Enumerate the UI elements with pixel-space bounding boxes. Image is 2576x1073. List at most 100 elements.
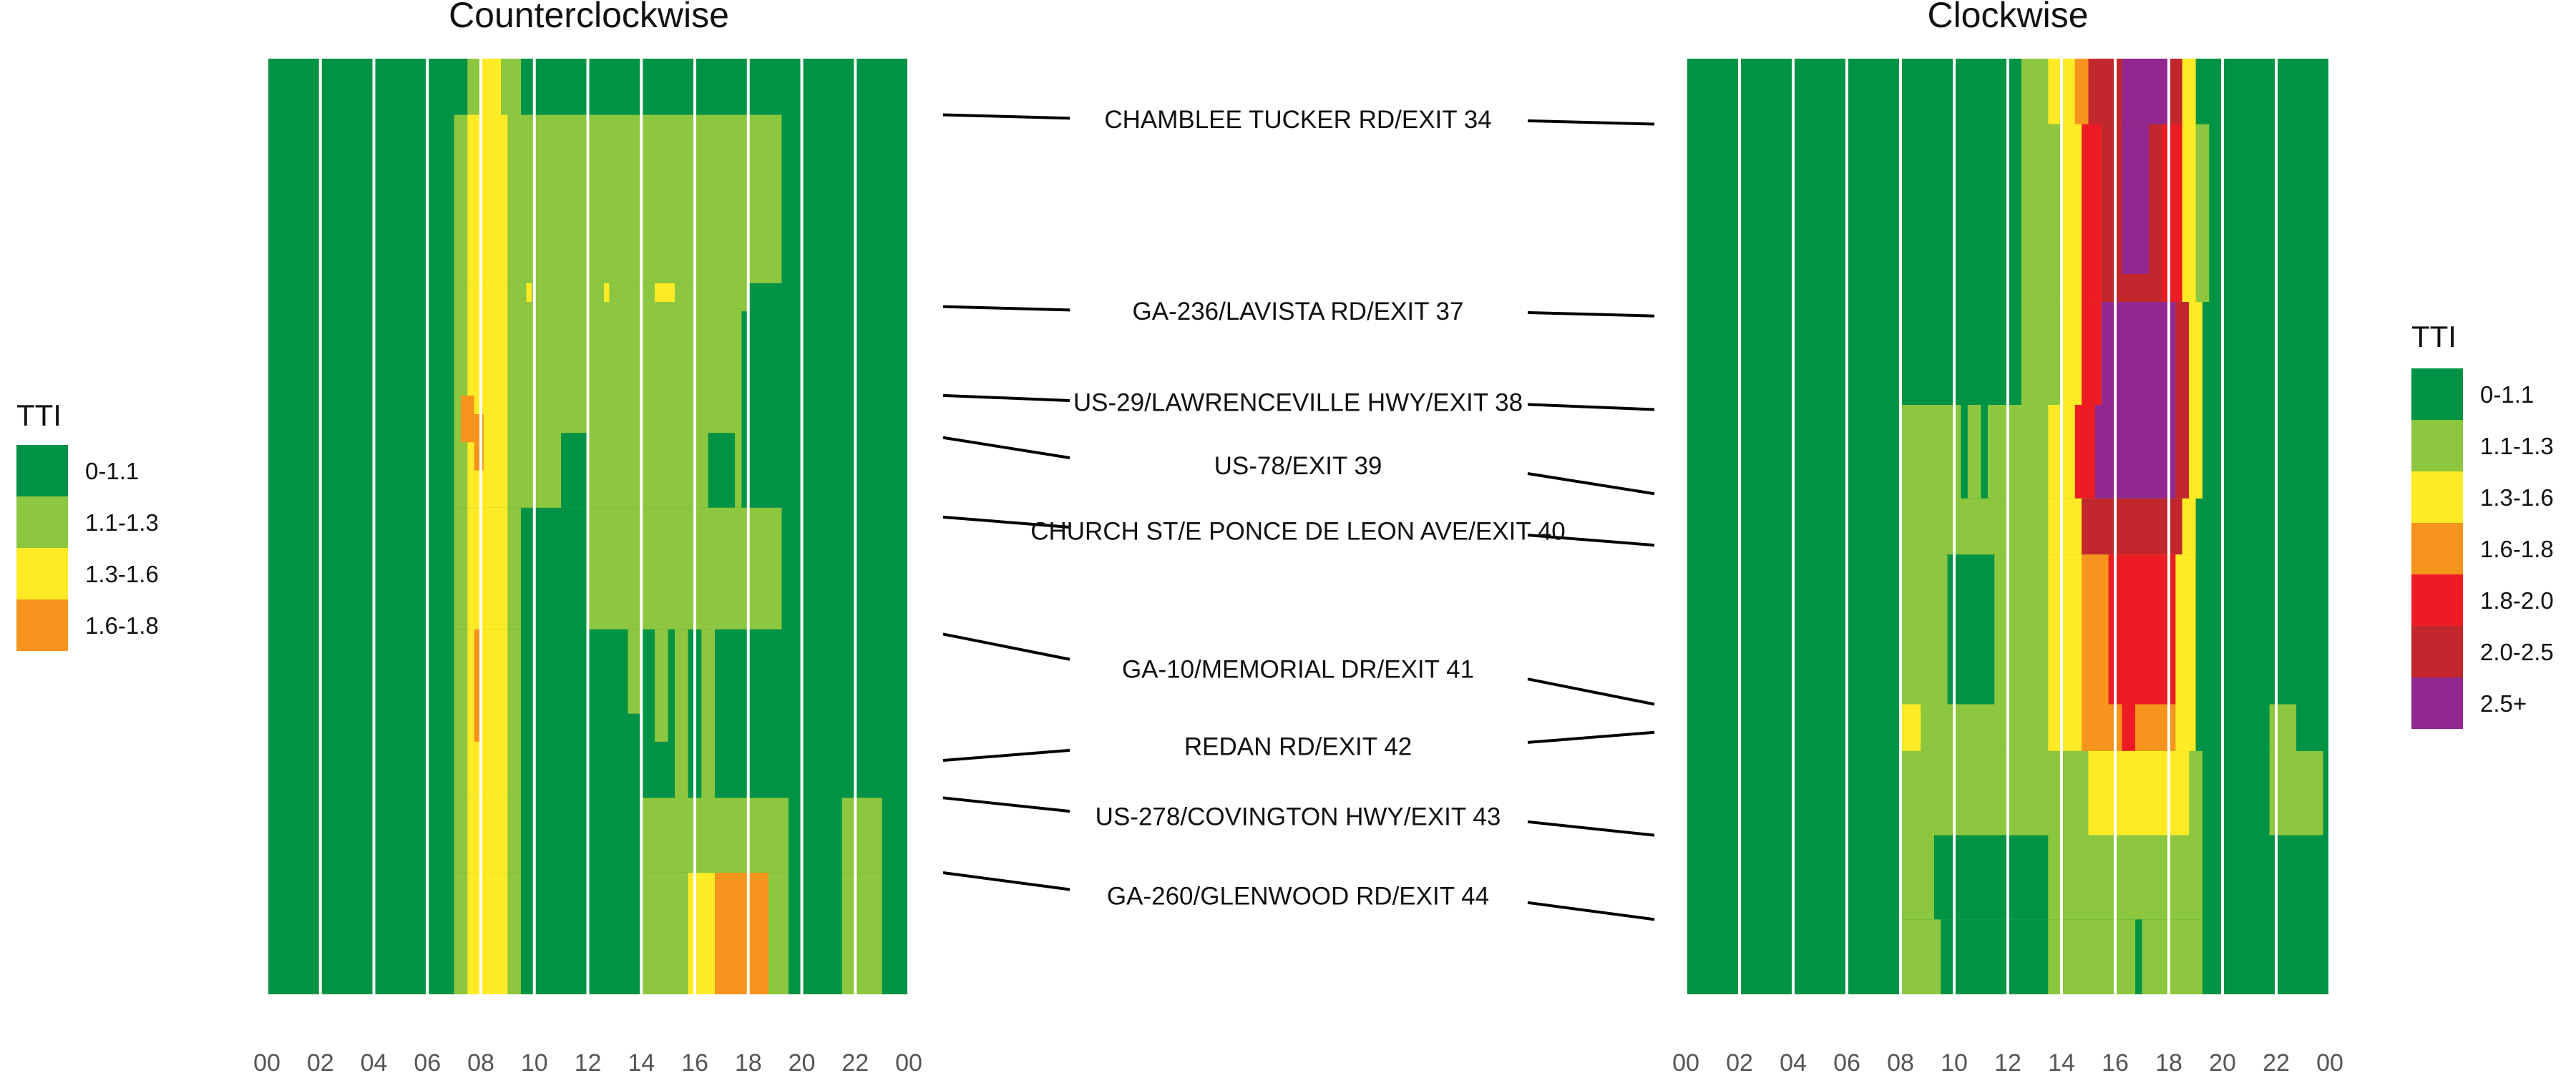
heatmap-cell	[467, 507, 508, 629]
x-tick-label: 04	[1780, 1049, 1807, 1073]
legend-swatch-1-8-2-0	[2411, 574, 2463, 626]
legend-swatch-1-1-1-3	[16, 496, 68, 548]
legend-label: 1.8-2.0	[2480, 587, 2554, 614]
exit-label-ga-10-memorial-dr-exit-41: GA-10/MEMORIAL DR/EXIT 41	[942, 632, 1655, 706]
leader-line	[1527, 677, 1655, 706]
heatmap-cell	[467, 873, 508, 994]
leader-line	[942, 748, 1070, 762]
legend-swatch-2-0-2-5	[2411, 626, 2463, 677]
heatmap-cell	[1981, 405, 1988, 499]
heatmap-cell	[2088, 59, 2122, 124]
exit-label-text: US-78/EXIT 39	[1214, 452, 1382, 480]
heatmap-cell	[467, 283, 508, 508]
leader-line	[1527, 119, 1655, 126]
legend-label: 1.3-1.6	[2480, 484, 2554, 511]
x-tick-label: 12	[575, 1049, 602, 1073]
heatmap-cell	[2074, 405, 2095, 499]
legend-title: TTI	[2411, 320, 2457, 353]
counterclockwise-legend: TTI 0-1.1 1.1-1.3 1.3-1.6 1.6-1.8	[16, 398, 159, 651]
heatmap-cell	[741, 311, 748, 508]
legend-swatch-1-1-1-3	[2411, 420, 2463, 471]
legend-title: TTI	[16, 398, 62, 432]
heatmap-cell	[561, 433, 588, 508]
x-tick-label: 14	[628, 1049, 655, 1073]
x-tick-label: 18	[2155, 1049, 2182, 1073]
heatmap-cell	[654, 629, 668, 742]
exit-label-text: GA-236/LAVISTA RD/EXIT 37	[1133, 298, 1464, 325]
heatmap-cell	[2182, 124, 2196, 303]
leader-line	[942, 796, 1070, 813]
clockwise-legend: TTI 0-1.1 1.1-1.3 1.3-1.6 1.6-1.8 1.8-2.0 2.0-…	[2411, 320, 2554, 729]
heatmap-cell	[2175, 302, 2190, 405]
heatmap-cell	[526, 283, 532, 303]
leader-line	[942, 515, 1070, 529]
leader-line	[942, 871, 1070, 891]
x-tick-label: 16	[681, 1049, 708, 1073]
heatmap-cell	[481, 59, 501, 115]
x-tick-label: 04	[361, 1049, 388, 1073]
heatmap-cell	[2048, 919, 2202, 994]
legend-label: 0-1.1	[85, 458, 139, 484]
x-tick-label: 06	[1833, 1049, 1860, 1073]
heatmap-cell	[454, 114, 782, 283]
legend-label: 2.0-2.5	[2480, 639, 2554, 665]
legend-swatch-1-3-1-6	[2411, 471, 2463, 523]
legend-swatch-1-3-1-6	[16, 548, 68, 599]
clockwise-heatmap	[1684, 59, 2331, 994]
x-tick-label: 22	[2263, 1049, 2290, 1073]
leader-line	[1527, 730, 1655, 744]
heatmap-cell	[2189, 405, 2202, 499]
x-tick-label: 12	[1994, 1049, 2021, 1073]
heatmap-cell	[2122, 59, 2169, 124]
x-tick-label: 10	[1941, 1049, 1968, 1073]
x-tick-label: 16	[2102, 1049, 2129, 1073]
leader-line	[1527, 901, 1655, 921]
heatmap-cell	[474, 629, 481, 742]
leader-line	[942, 632, 1070, 661]
heatmap-cell	[467, 798, 508, 873]
heatmap-cell	[2082, 302, 2102, 405]
x-tick-label: 00	[1672, 1049, 1699, 1073]
exit-label-us-78-exit-39: US-78/EXIT 39	[942, 436, 1655, 496]
heatmap-cell	[2062, 302, 2082, 405]
heatmap-cell	[2048, 554, 2082, 705]
leader-line	[1527, 534, 1655, 547]
x-tick-label: 10	[521, 1049, 548, 1073]
leader-line	[1527, 403, 1655, 411]
legend-swatch-2-5	[2411, 677, 2463, 729]
heatmap-cell	[2182, 498, 2196, 555]
heatmap-cell	[2169, 59, 2182, 124]
heatmap-cell	[2082, 554, 2109, 705]
heatmap-cell	[2175, 554, 2196, 705]
x-tick-label: 22	[841, 1049, 869, 1073]
x-tick-label: 20	[2209, 1049, 2236, 1073]
legend-swatch-1-6-1-8	[2411, 523, 2463, 574]
heatmap-cell	[1901, 919, 1941, 994]
heatmap-cell	[2102, 302, 2176, 405]
heatmap-cell	[628, 629, 642, 714]
counterclockwise-x-axis: 00 02 04 06 08 10 12 14 16 18 20 22 00	[253, 1049, 922, 1073]
counterclockwise-heatmap	[265, 59, 910, 994]
exit-label-text: GA-260/GLENWOOD RD/EXIT 44	[1107, 883, 1489, 911]
heatmap-cell	[2175, 405, 2190, 499]
leader-line	[942, 305, 1070, 312]
heatmap-cell	[2135, 919, 2142, 994]
exit-label-us-29-lawrenceville-hwy-exit-38: US-29/LAWRENCEVILLE HWY/EXIT 38	[942, 389, 1655, 417]
heatmap-cell	[654, 283, 675, 303]
exit-label-text: REDAN RD/EXIT 42	[1184, 733, 1412, 760]
x-tick-label: 08	[467, 1049, 494, 1073]
exit-label-redan-rd-exit-42: REDAN RD/EXIT 42	[942, 730, 1655, 762]
heatmap-cell	[708, 433, 736, 508]
x-tick-label: 00	[2316, 1049, 2343, 1073]
exit-labels: CHAMBLEE TUCKER RD/EXIT 34 GA-236/LAVISTA…	[942, 106, 1655, 921]
heatmap-cell	[2108, 554, 2176, 705]
legend-label: 1.1-1.3	[85, 509, 159, 536]
exit-label-church-st-e-ponce-de-leon-ave-exit-40: CHURCH ST/E PONCE DE LEON AVE/EXIT 40	[942, 515, 1655, 547]
heatmap-cell	[2189, 302, 2202, 405]
x-tick-label: 00	[895, 1049, 922, 1073]
x-tick-label: 18	[735, 1049, 762, 1073]
heatmap-cell	[2175, 704, 2196, 751]
clockwise-panel-title: Clockwise	[1927, 0, 2088, 35]
heatmap-cell	[2082, 498, 2182, 555]
